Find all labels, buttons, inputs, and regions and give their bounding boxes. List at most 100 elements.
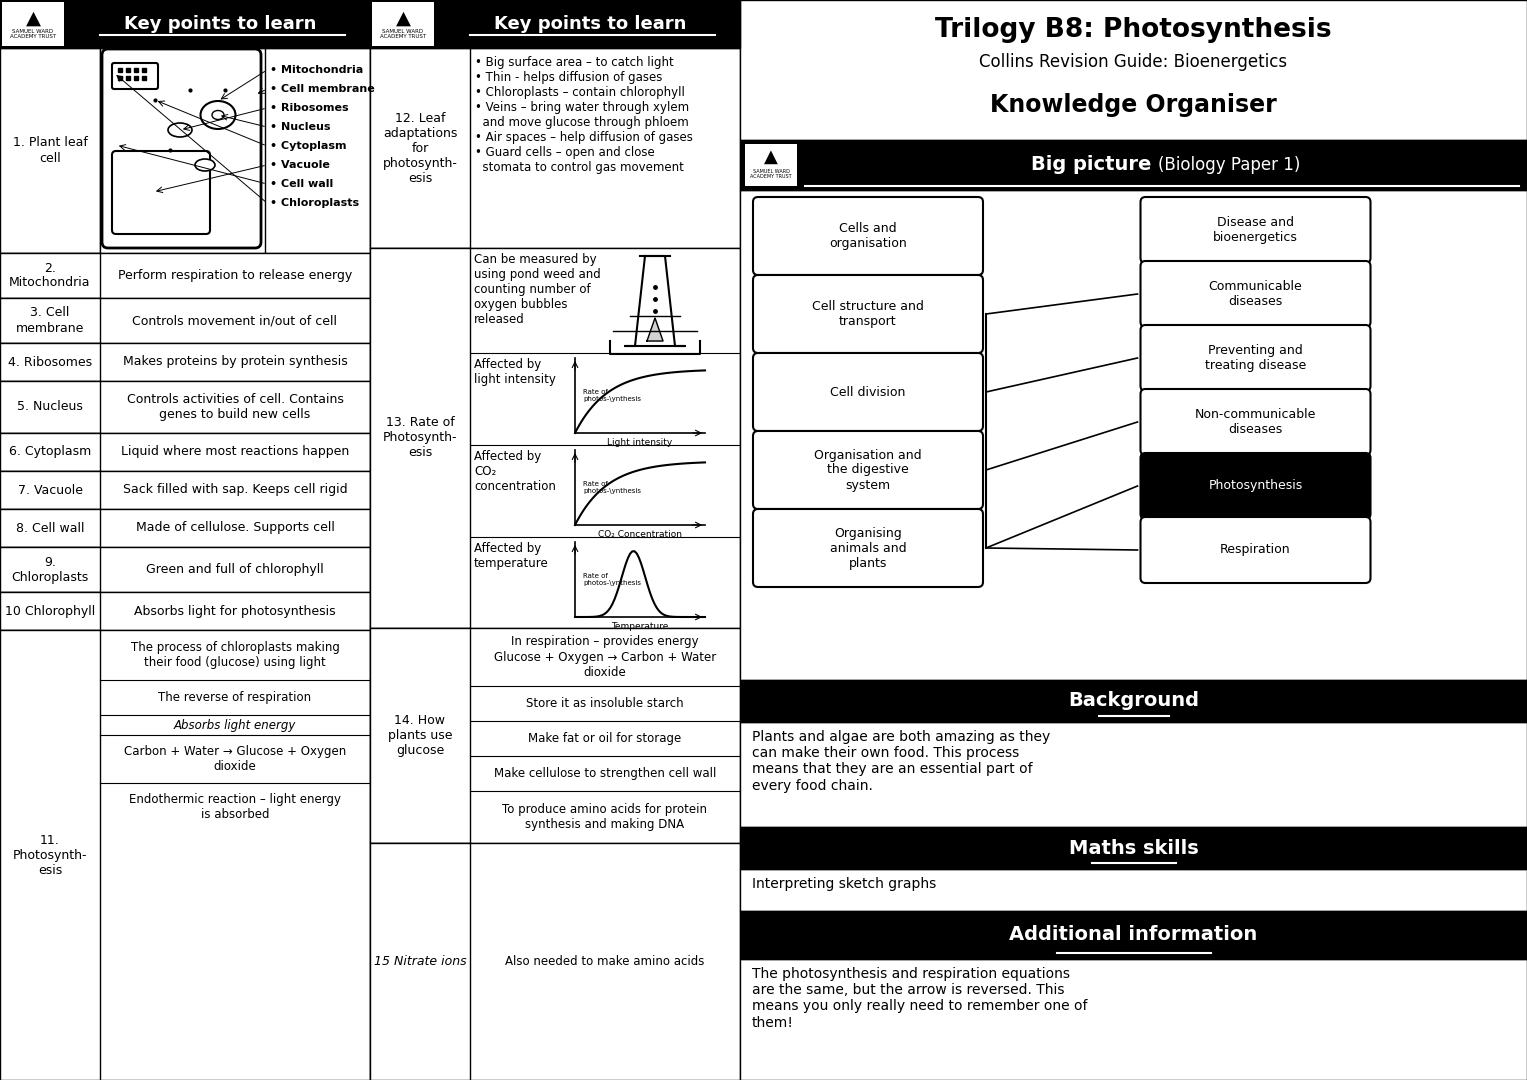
Text: Also needed to make amino acids: Also needed to make amino acids <box>505 955 704 968</box>
Text: Controls movement in/out of cell: Controls movement in/out of cell <box>133 314 337 327</box>
Bar <box>0 630 370 1080</box>
Bar <box>0 471 99 509</box>
Bar <box>0 546 99 592</box>
Text: Knowledge Organiser: Knowledge Organiser <box>989 93 1277 117</box>
Text: 12. Leaf
adaptations
for
photosynth-
esis: 12. Leaf adaptations for photosynth- esi… <box>383 111 458 185</box>
Text: Key points to learn: Key points to learn <box>493 15 686 33</box>
Ellipse shape <box>212 110 224 120</box>
Bar <box>370 248 470 627</box>
Bar <box>0 509 370 546</box>
Text: 10 Chlorophyll: 10 Chlorophyll <box>5 605 95 618</box>
Bar <box>0 298 370 343</box>
Text: Endothermic reaction – light energy
is absorbed: Endothermic reaction – light energy is a… <box>128 793 341 821</box>
Text: Cell division: Cell division <box>831 386 906 399</box>
Text: Makes proteins by protein synthesis: Makes proteins by protein synthesis <box>122 355 347 368</box>
Text: Plants and algae are both amazing as they
can make their own food. This process
: Plants and algae are both amazing as the… <box>751 730 1051 793</box>
Polygon shape <box>625 256 686 346</box>
Text: Background: Background <box>1067 691 1199 711</box>
Text: • Ribosomes: • Ribosomes <box>270 103 348 113</box>
Bar <box>373 2 434 46</box>
Text: Big picture: Big picture <box>1031 156 1159 175</box>
Text: Rate of
photos-\ynthesis: Rate of photos-\ynthesis <box>583 389 641 402</box>
Text: 2.
Mitochondria: 2. Mitochondria <box>9 261 90 289</box>
FancyBboxPatch shape <box>102 49 261 248</box>
FancyBboxPatch shape <box>111 63 157 89</box>
Bar <box>0 509 99 546</box>
Bar <box>0 433 99 471</box>
FancyBboxPatch shape <box>1141 517 1371 583</box>
Bar <box>0 381 99 433</box>
Text: Liquid where most reactions happen: Liquid where most reactions happen <box>121 445 350 459</box>
Text: Made of cellulose. Supports cell: Made of cellulose. Supports cell <box>136 522 334 535</box>
Bar <box>0 546 370 592</box>
Bar <box>0 471 370 509</box>
Text: • Nucleus: • Nucleus <box>270 122 330 132</box>
FancyBboxPatch shape <box>753 431 983 509</box>
Text: SAMUEL WARD
ACADEMY TRUST: SAMUEL WARD ACADEMY TRUST <box>380 28 426 39</box>
FancyBboxPatch shape <box>111 151 211 234</box>
Text: 6. Cytoplasm: 6. Cytoplasm <box>9 445 92 459</box>
Text: • Big surface area – to catch light
• Thin - helps diffusion of gases
• Chloropl: • Big surface area – to catch light • Th… <box>475 56 693 174</box>
Text: Maths skills: Maths skills <box>1069 838 1199 858</box>
Bar <box>741 723 1527 827</box>
FancyBboxPatch shape <box>753 275 983 353</box>
Text: Can be measured by
using pond weed and
counting number of
oxygen bubbles
release: Can be measured by using pond weed and c… <box>473 253 600 326</box>
Text: Non-communicable
diseases: Non-communicable diseases <box>1194 408 1316 436</box>
Text: Disease and
bioenergetics: Disease and bioenergetics <box>1212 216 1298 244</box>
Bar <box>99 48 266 253</box>
Text: Store it as insoluble starch: Store it as insoluble starch <box>527 697 684 710</box>
Text: Carbon + Water → Glucose + Oxygen
dioxide: Carbon + Water → Glucose + Oxygen dioxid… <box>124 745 347 773</box>
Ellipse shape <box>195 159 215 171</box>
Bar <box>0 0 370 48</box>
FancyBboxPatch shape <box>753 353 983 431</box>
Text: CO₂ Concentration: CO₂ Concentration <box>599 530 683 539</box>
Bar <box>0 253 99 298</box>
FancyBboxPatch shape <box>1141 261 1371 327</box>
Text: 7. Vacuole: 7. Vacuole <box>17 484 82 497</box>
Text: Temperature: Temperature <box>611 622 669 631</box>
Bar <box>370 48 470 248</box>
FancyBboxPatch shape <box>753 197 983 275</box>
Text: ▲: ▲ <box>395 9 411 27</box>
Text: Preventing and
treating disease: Preventing and treating disease <box>1205 345 1306 372</box>
Text: Communicable
diseases: Communicable diseases <box>1209 280 1303 308</box>
Text: Perform respiration to release energy: Perform respiration to release energy <box>118 269 353 282</box>
Ellipse shape <box>168 123 192 137</box>
Text: ▲: ▲ <box>764 148 777 166</box>
Text: 8. Cell wall: 8. Cell wall <box>15 522 84 535</box>
Text: 4. Ribosomes: 4. Ribosomes <box>8 355 92 368</box>
Text: SAMUEL WARD
ACADEMY TRUST: SAMUEL WARD ACADEMY TRUST <box>750 168 793 179</box>
Text: Affected by
temperature: Affected by temperature <box>473 542 548 570</box>
Text: Trilogy B8: Photosynthesis: Trilogy B8: Photosynthesis <box>935 17 1332 43</box>
Text: Affected by
light intensity: Affected by light intensity <box>473 357 556 386</box>
Bar <box>370 248 741 627</box>
Text: 1. Plant leaf
cell: 1. Plant leaf cell <box>12 136 87 164</box>
Bar <box>0 48 99 253</box>
Text: Additional information: Additional information <box>1009 926 1258 945</box>
Bar <box>370 843 470 1080</box>
Text: Respiration: Respiration <box>1220 543 1290 556</box>
Text: Cell structure and
transport: Cell structure and transport <box>812 300 924 328</box>
Text: Rate of
photos-\ynthesis: Rate of photos-\ynthesis <box>583 481 641 494</box>
Text: Collins Revision Guide: Bioenergetics: Collins Revision Guide: Bioenergetics <box>979 53 1287 71</box>
Polygon shape <box>647 318 663 341</box>
Text: • Cell wall: • Cell wall <box>270 179 333 189</box>
Text: Absorbs light energy: Absorbs light energy <box>174 718 296 731</box>
Text: Affected by
CO₂
concentration: Affected by CO₂ concentration <box>473 450 556 492</box>
Text: Green and full of chlorophyll: Green and full of chlorophyll <box>147 563 324 576</box>
Bar <box>0 381 370 433</box>
Text: Make fat or oil for storage: Make fat or oil for storage <box>528 732 681 745</box>
Text: Organisation and
the digestive
system: Organisation and the digestive system <box>814 448 922 491</box>
Text: The reverse of respiration: The reverse of respiration <box>159 691 312 704</box>
Bar <box>370 627 470 843</box>
Bar <box>0 343 99 381</box>
Text: The photosynthesis and respiration equations
are the same, but the arrow is reve: The photosynthesis and respiration equat… <box>751 967 1087 1029</box>
Text: ▲: ▲ <box>26 9 41 27</box>
Text: Absorbs light for photosynthesis: Absorbs light for photosynthesis <box>134 605 336 618</box>
Text: Key points to learn: Key points to learn <box>124 15 316 33</box>
Text: In respiration – provides energy
Glucose + Oxygen → Carbon + Water
dioxide: In respiration – provides energy Glucose… <box>493 635 716 678</box>
Text: • Vacuole: • Vacuole <box>270 160 330 170</box>
Text: Rate of
photos-\ynthesis: Rate of photos-\ynthesis <box>583 573 641 586</box>
Ellipse shape <box>200 102 235 129</box>
Text: Make cellulose to strengthen cell wall: Make cellulose to strengthen cell wall <box>493 767 716 780</box>
